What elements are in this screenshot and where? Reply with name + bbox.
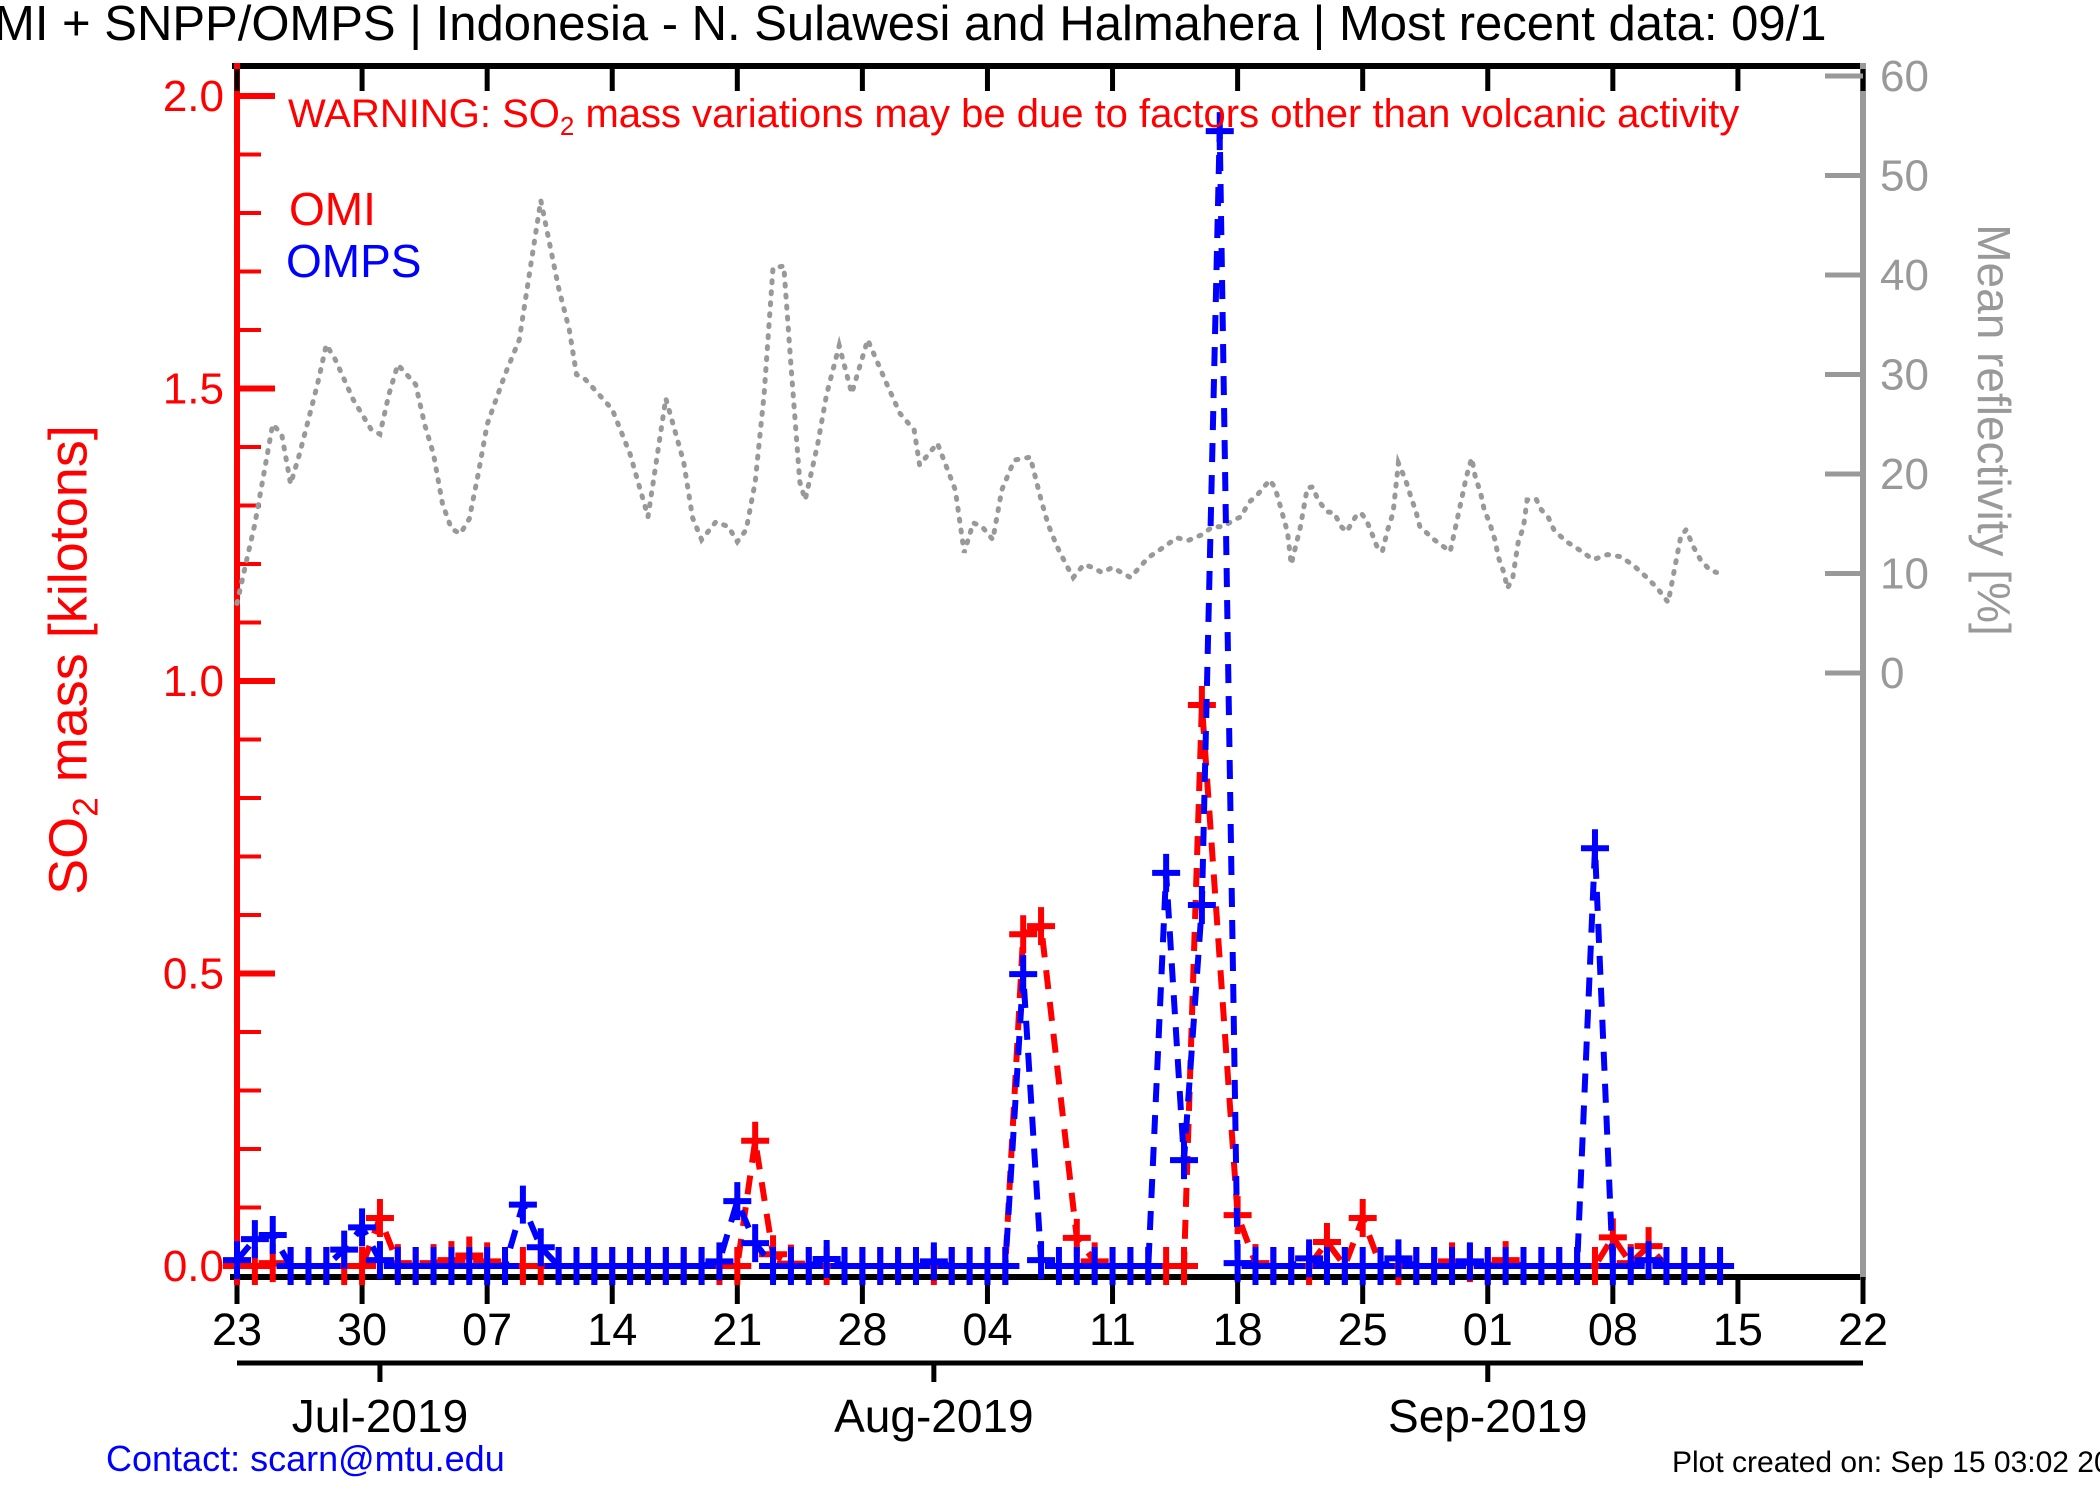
left-axis-title: SO2 mass [kilotons] [38, 425, 107, 895]
x-tick-label: 21 [712, 1304, 762, 1355]
right-axis-tick-label: 50 [1880, 152, 1929, 201]
month-label: Sep-2019 [1388, 1390, 1588, 1442]
plot-title: MI + SNPP/OMPS | Indonesia - N. Sulawesi… [0, 0, 1827, 51]
omps-series-markers [223, 112, 1735, 1285]
omps-series-line [234, 131, 1721, 1269]
x-tick-label: 14 [587, 1304, 637, 1355]
left-axis-title-suffix: mass [kilotons] [38, 425, 99, 798]
left-axis-tick-label: 1.5 [163, 365, 224, 414]
right-axis-tick-label: 30 [1880, 351, 1929, 400]
x-tick-label: 11 [1089, 1304, 1136, 1355]
right-axis-tick-label: 40 [1880, 251, 1929, 300]
right-axis-tick-label: 20 [1880, 450, 1929, 499]
omi-series-line [237, 704, 1721, 1273]
contact-link[interactable]: Contact: scarn@mtu.edu [106, 1438, 505, 1479]
warning-text: WARNING: SO2 mass variations may be due … [288, 92, 1739, 142]
legend-omps-label: OMPS [286, 235, 422, 287]
left-axis-title-prefix: SO [38, 816, 99, 895]
month-label: Jul-2019 [292, 1390, 468, 1442]
right-axis-title: Mean reflectivity [%] [1968, 224, 2020, 636]
warning-suffix: mass variations may be due to factors ot… [574, 92, 1740, 136]
omi-series-markers [223, 685, 1735, 1285]
left-axis-tick-label: 1.0 [163, 657, 224, 706]
x-tick-label: 18 [1213, 1304, 1263, 1355]
x-tick-label: 30 [337, 1304, 387, 1355]
left-axis-tick-label: 0.0 [163, 1242, 224, 1291]
month-label: Aug-2019 [834, 1390, 1034, 1442]
reflectivity-series-line [234, 199, 1719, 609]
x-tick-label: 08 [1588, 1304, 1638, 1355]
warning-subscript: 2 [559, 110, 575, 141]
x-tick-label: 25 [1338, 1304, 1388, 1355]
x-tick-label: 22 [1838, 1304, 1888, 1355]
right-axis-tick-label: 0 [1880, 649, 1904, 698]
x-tick-label: 07 [462, 1304, 512, 1355]
x-tick-label: 28 [837, 1304, 887, 1355]
left-axis-tick-label: 0.5 [163, 950, 224, 999]
right-axis-tick-label: 10 [1880, 550, 1929, 599]
x-tick-label: 01 [1463, 1304, 1513, 1355]
left-axis-tick-label: 2.0 [163, 72, 224, 121]
x-tick-label: 04 [962, 1304, 1012, 1355]
right-axis-tick-label: 60 [1880, 52, 1929, 101]
x-tick-label: 23 [212, 1304, 262, 1355]
plot-created-timestamp: Plot created on: Sep 15 03:02 2019 [1672, 1446, 2100, 1479]
legend-omi-label: OMI [289, 183, 376, 235]
x-tick-label: 15 [1713, 1304, 1763, 1355]
left-axis-title-subscript: 2 [66, 797, 106, 817]
warning-prefix: WARNING: SO [288, 92, 560, 136]
